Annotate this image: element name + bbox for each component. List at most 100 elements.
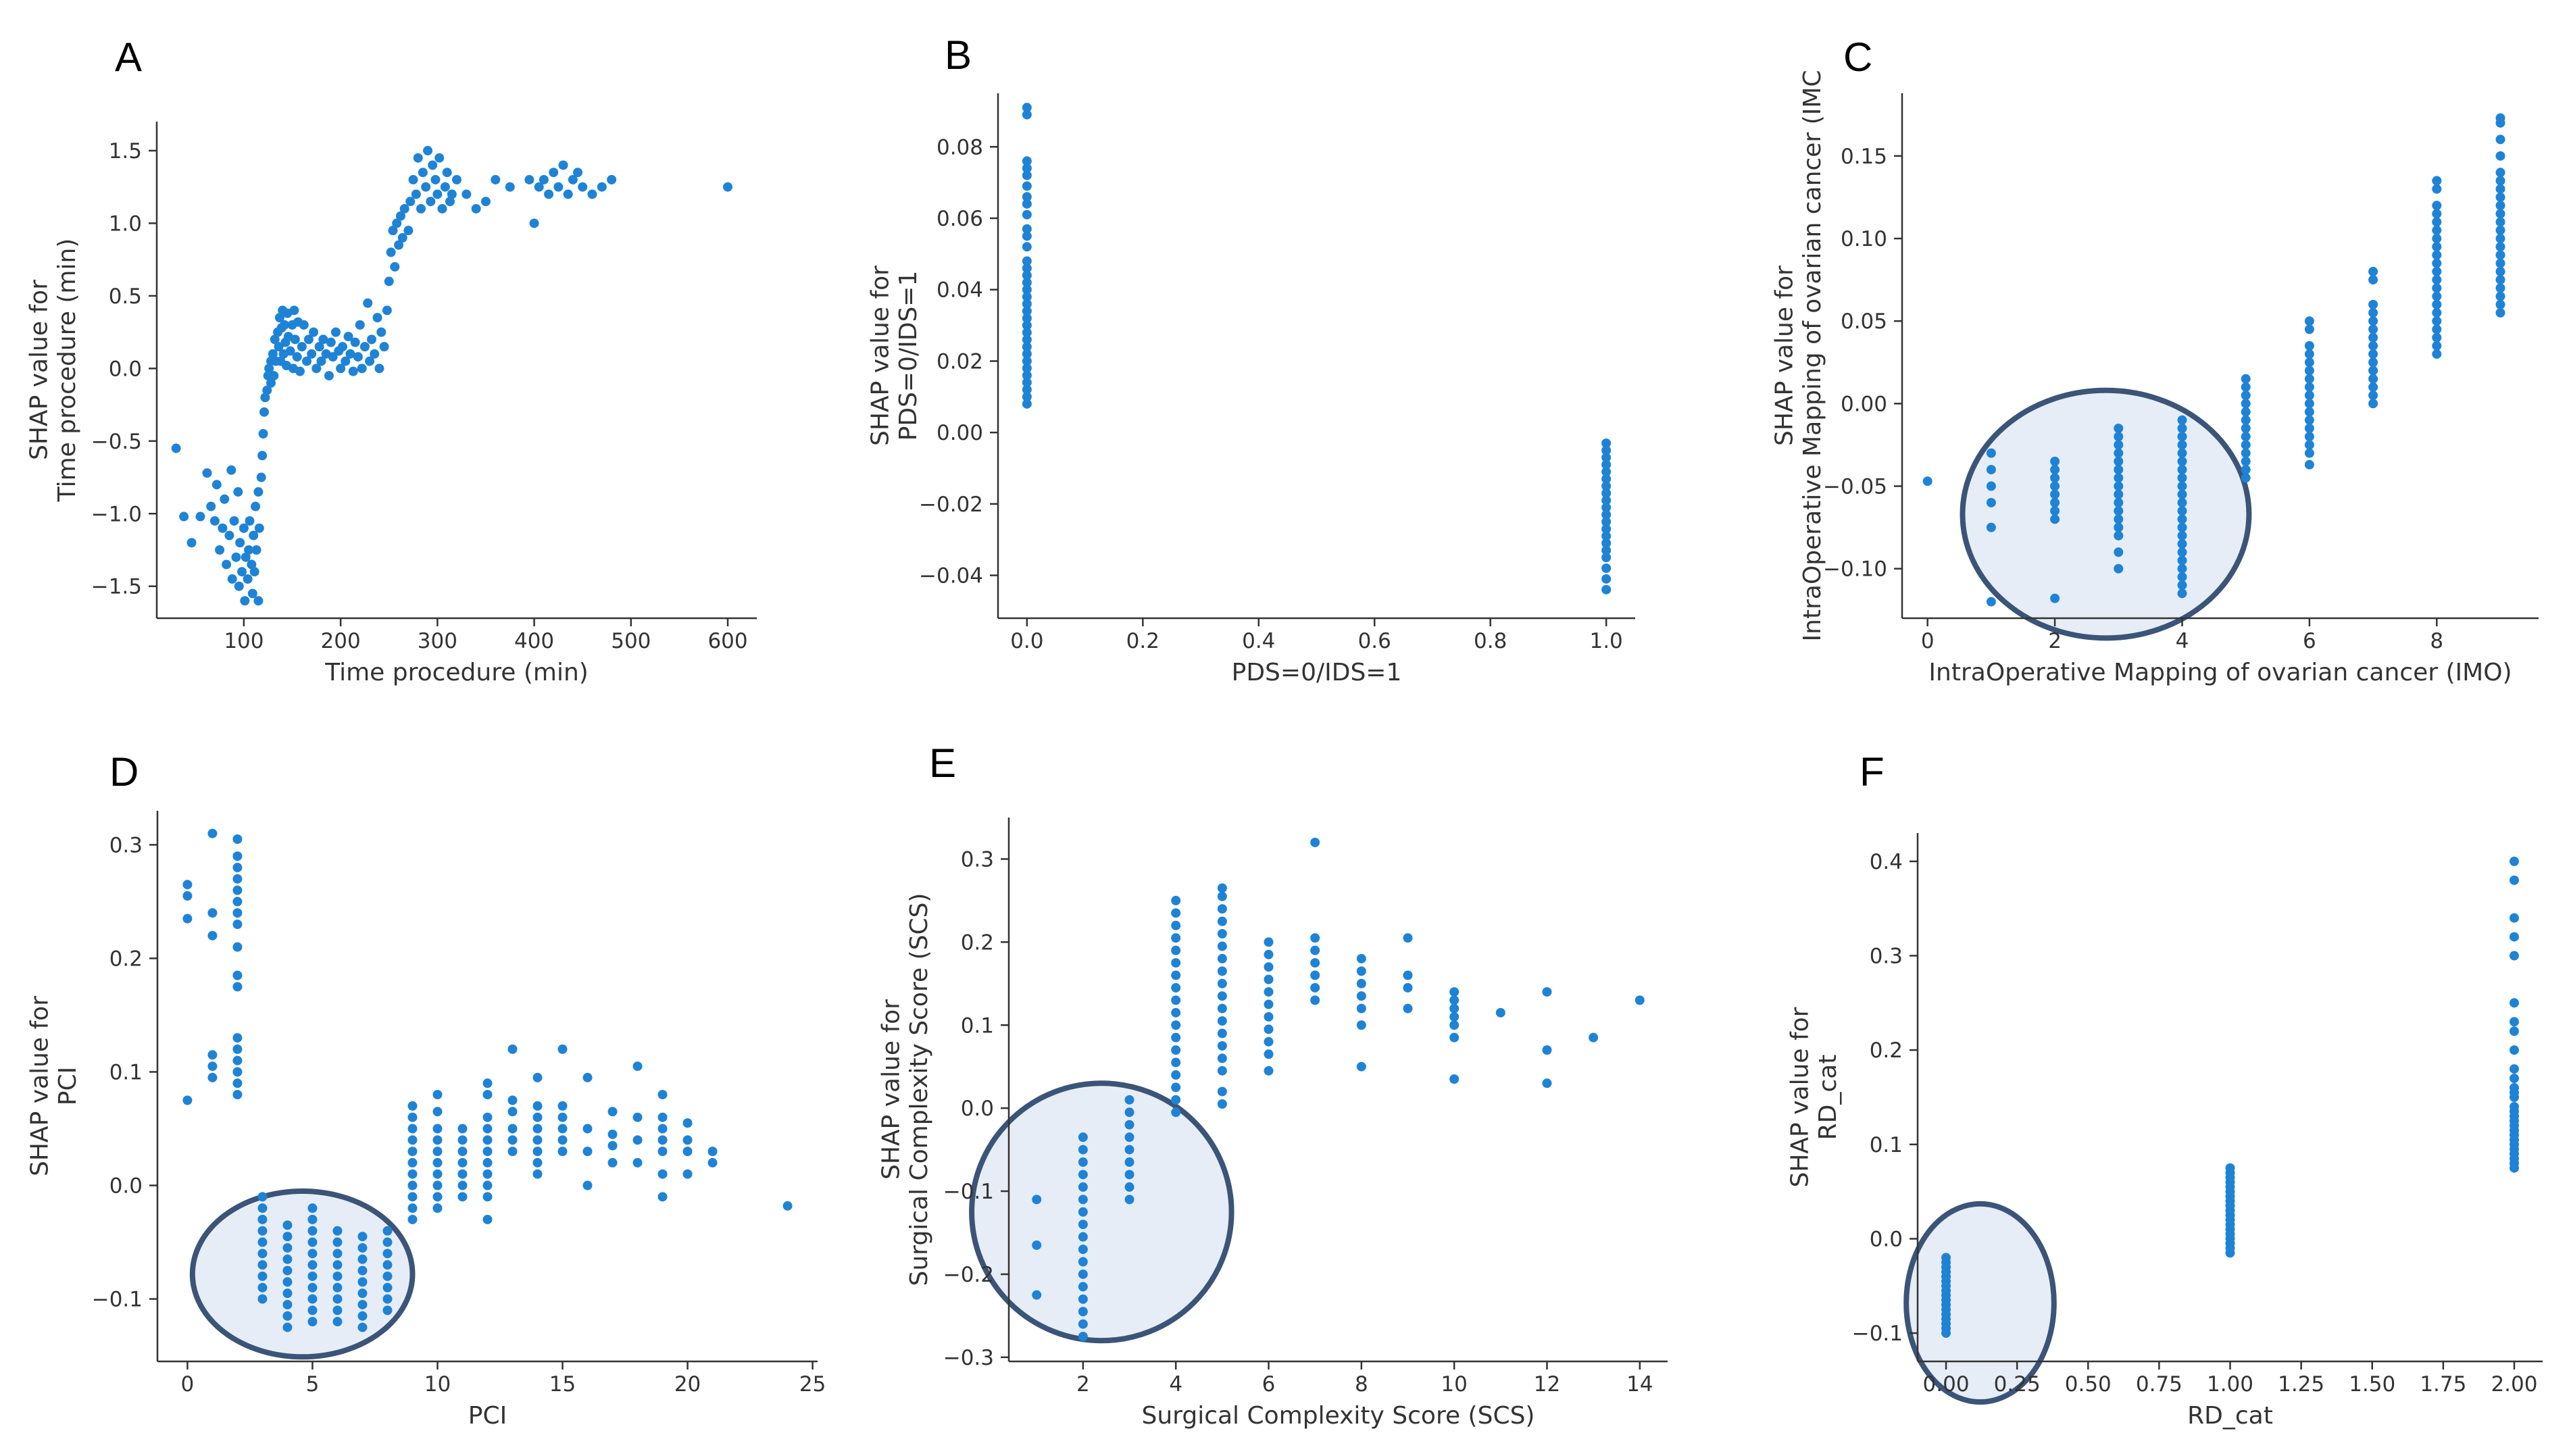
data-point xyxy=(232,897,243,907)
data-point xyxy=(2050,489,2060,499)
data-point xyxy=(558,160,568,170)
data-point xyxy=(1986,448,1996,458)
data-point xyxy=(2368,332,2378,343)
data-point xyxy=(382,305,392,316)
data-point xyxy=(432,1147,443,1157)
y-tick-label: −0.2 xyxy=(943,1263,994,1287)
data-point xyxy=(1986,597,1996,607)
data-point xyxy=(1022,356,1032,366)
data-point xyxy=(330,327,341,337)
panel-letter-d: D xyxy=(109,749,139,795)
data-point xyxy=(1022,313,1032,323)
panel-letter-b: B xyxy=(945,32,972,78)
data-point xyxy=(2050,481,2060,491)
data-point xyxy=(657,1169,668,1179)
data-point xyxy=(257,1226,268,1236)
data-point xyxy=(2495,118,2505,128)
data-point xyxy=(1310,933,1320,943)
data-point xyxy=(332,1226,343,1236)
data-point xyxy=(1601,545,1612,555)
data-point xyxy=(2432,176,2442,186)
y-axis-label-line: SHAP value for xyxy=(1770,266,1798,446)
data-point xyxy=(1601,495,1612,505)
data-point xyxy=(1124,1132,1134,1143)
data-point xyxy=(260,393,270,403)
data-point xyxy=(307,1271,318,1281)
data-point xyxy=(357,1254,368,1264)
x-tick-label: 12 xyxy=(1534,1372,1560,1397)
data-point xyxy=(1171,1020,1181,1030)
x-tick-label: 0.50 xyxy=(2065,1372,2112,1397)
data-point xyxy=(2509,1163,2519,1173)
data-point xyxy=(1124,1157,1134,1168)
data-point xyxy=(2495,234,2505,244)
y-tick-label: −0.02 xyxy=(919,493,983,517)
data-point xyxy=(1022,384,1032,395)
data-point xyxy=(1449,1011,1460,1022)
data-point xyxy=(1022,263,1032,273)
data-point xyxy=(563,189,573,199)
data-point xyxy=(2177,563,2187,574)
x-tick-label: 2 xyxy=(2048,629,2062,653)
panel-letter-a: A xyxy=(115,34,142,80)
data-point xyxy=(1941,1328,1951,1338)
data-point xyxy=(1022,334,1032,345)
data-point xyxy=(1171,1057,1181,1068)
data-point xyxy=(2432,234,2442,244)
data-point xyxy=(1264,1036,1274,1047)
data-point xyxy=(1403,933,1413,943)
x-tick-label: 300 xyxy=(418,629,457,653)
data-point xyxy=(1078,1332,1088,1342)
data-point xyxy=(345,349,355,359)
data-point xyxy=(2495,275,2505,285)
data-point xyxy=(607,1129,618,1139)
data-point xyxy=(2432,283,2442,293)
data-point xyxy=(1078,1207,1088,1217)
data-point xyxy=(232,982,243,992)
data-point xyxy=(432,189,443,199)
data-point xyxy=(2495,283,2505,293)
data-point xyxy=(557,1101,568,1111)
data-point xyxy=(2241,399,2251,409)
data-point xyxy=(2304,374,2314,384)
data-point xyxy=(332,1282,343,1292)
data-point xyxy=(359,342,370,352)
y-tick-label: 0.1 xyxy=(961,1013,994,1038)
data-point xyxy=(2368,316,2378,326)
data-point xyxy=(256,472,266,482)
data-point xyxy=(2432,341,2442,351)
data-point xyxy=(235,538,245,548)
data-point xyxy=(1124,1095,1134,1105)
data-point xyxy=(457,1192,468,1202)
data-point xyxy=(224,530,234,541)
data-point xyxy=(232,1033,243,1043)
data-point xyxy=(1356,991,1366,1001)
data-point xyxy=(632,1135,643,1145)
x-tick-label: 1.0 xyxy=(1589,629,1622,653)
data-point xyxy=(2241,456,2251,466)
data-point xyxy=(405,197,416,207)
y-axis-label-line: PCI xyxy=(54,1067,82,1105)
data-point xyxy=(282,1232,293,1242)
data-point xyxy=(341,356,351,366)
data-point xyxy=(2241,407,2251,417)
data-point xyxy=(482,1169,493,1179)
data-point xyxy=(1022,164,1032,173)
y-axis-label-line: IntraOperative Mapping of ovarian cancer… xyxy=(1799,70,1826,642)
data-point xyxy=(247,588,257,599)
data-point xyxy=(1078,1294,1088,1304)
x-tick-label: 1.25 xyxy=(2278,1372,2324,1397)
y-tick-label: 0.0 xyxy=(109,357,142,381)
data-point xyxy=(307,1237,318,1247)
data-point xyxy=(457,1147,468,1157)
data-point xyxy=(582,1072,593,1082)
y-tick-label: 0.04 xyxy=(937,278,983,303)
data-point xyxy=(1022,156,1032,166)
data-point xyxy=(1310,958,1320,968)
data-point xyxy=(407,1180,418,1190)
data-point xyxy=(1542,1078,1552,1088)
data-point xyxy=(386,247,396,257)
data-point xyxy=(2495,242,2505,252)
data-point xyxy=(2241,391,2251,401)
